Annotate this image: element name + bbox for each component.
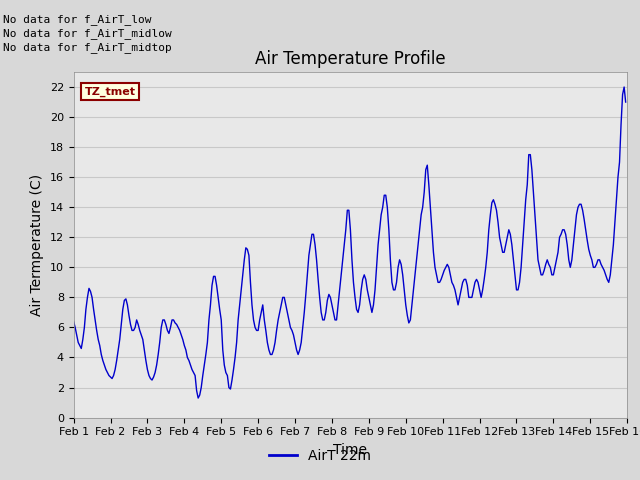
Text: No data for f_AirT_midlow: No data for f_AirT_midlow — [3, 28, 172, 39]
X-axis label: Time: Time — [333, 443, 367, 457]
Text: No data for f_AirT_low: No data for f_AirT_low — [3, 13, 152, 24]
Title: Air Temperature Profile: Air Temperature Profile — [255, 49, 445, 68]
Text: No data for f_AirT_midtop: No data for f_AirT_midtop — [3, 42, 172, 53]
Legend: AirT 22m: AirT 22m — [264, 443, 376, 468]
Text: TZ_tmet: TZ_tmet — [84, 86, 136, 97]
Y-axis label: Air Termperature (C): Air Termperature (C) — [30, 174, 44, 316]
